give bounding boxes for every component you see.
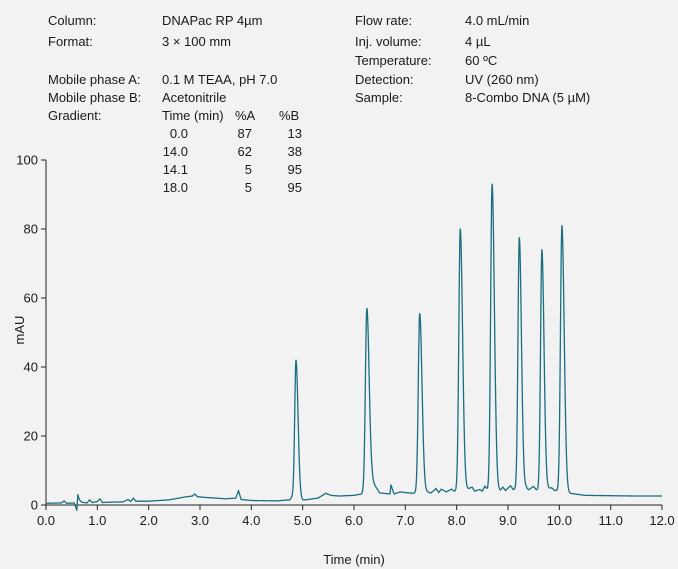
gradient-header-b: %B [279,108,300,123]
temperature-label: Temperature: [355,53,432,68]
x-tick-label: 1.0 [88,513,106,528]
gradient-header-a: %A [235,108,256,123]
x-axis-title: Time (min) [323,552,385,567]
mobile-phase-a-value: 0.1 M TEAA, pH 7.0 [162,72,278,87]
y-tick-label: 20 [24,429,38,444]
x-tick-label: 5.0 [294,513,312,528]
chart-axes [45,160,662,506]
mobile-phase-b-value: Acetonitrile [162,90,227,105]
x-tick-label: 12.0 [649,513,674,528]
chart-ticks: 0.0 1.0 2.0 3.0 4.0 5.0 6.0 7.0 8.0 9.0 10.0 11.0 12… [16,153,674,529]
gradient-row-2-b: 95 [287,162,302,177]
x-tick-label: 8.0 [448,513,466,528]
inj-volume-value: 4 µL [465,34,491,49]
x-tick-label: 3.0 [191,513,209,528]
gradient-label: Gradient: [48,108,102,123]
sample-value: 8-Combo DNA (5 µM) [465,90,591,105]
sample-label: Sample: [355,90,403,105]
gradient-row-3-a: 5 [244,180,252,195]
mobile-phase-a-label: Mobile phase A: [48,72,141,87]
gradient-row-3-time: 18.0 [162,180,188,195]
y-tick-label: 60 [24,291,38,306]
chromatogram-trace [45,183,663,511]
gradient-row-0-a: 87 [237,126,252,141]
x-tick-label: 11.0 [598,513,622,528]
y-tick-label: 0 [31,498,38,513]
column-value: DNAPac RP 4µm [162,13,263,28]
x-tick-label: 10.0 [547,513,572,528]
format-label: Format: [48,34,93,49]
gradient-row-1-a: 62 [237,144,252,159]
detection-label: Detection: [355,72,414,87]
y-tick-label: 80 [24,222,38,237]
x-tick-label: 7.0 [396,513,414,528]
column-label: Column: [48,13,97,28]
x-tick-label: 2.0 [140,513,158,528]
flow-rate-value: 4.0 mL/min [465,13,530,28]
flow-rate-label: Flow rate: [355,13,413,28]
detection-value: UV (260 nm) [465,72,539,87]
y-tick-label: 100 [16,153,38,168]
format-value: 3 × 100 mm [162,34,232,49]
gradient-header-time: Time (min) [162,108,224,123]
y-axis-title: mAU [12,316,27,345]
gradient-row-1-b: 38 [287,144,302,159]
x-tick-label: 4.0 [242,513,260,528]
inj-volume-label: Inj. volume: [355,34,422,49]
temperature-value: 60 ºC [465,53,498,68]
y-tick-label: 40 [24,360,38,375]
gradient-row-0-b: 13 [287,126,302,141]
x-tick-label: 9.0 [499,513,517,528]
gradient-row-2-a: 5 [244,162,252,177]
x-tick-label: 0.0 [37,513,55,528]
gradient-row-3-b: 95 [287,180,302,195]
gradient-row-0-time: 0.0 [169,126,188,141]
gradient-row-2-time: 14.1 [162,162,188,177]
mobile-phase-b-label: Mobile phase B: [48,90,142,105]
x-tick-label: 6.0 [345,513,363,528]
gradient-row-1-time: 14.0 [162,144,188,159]
